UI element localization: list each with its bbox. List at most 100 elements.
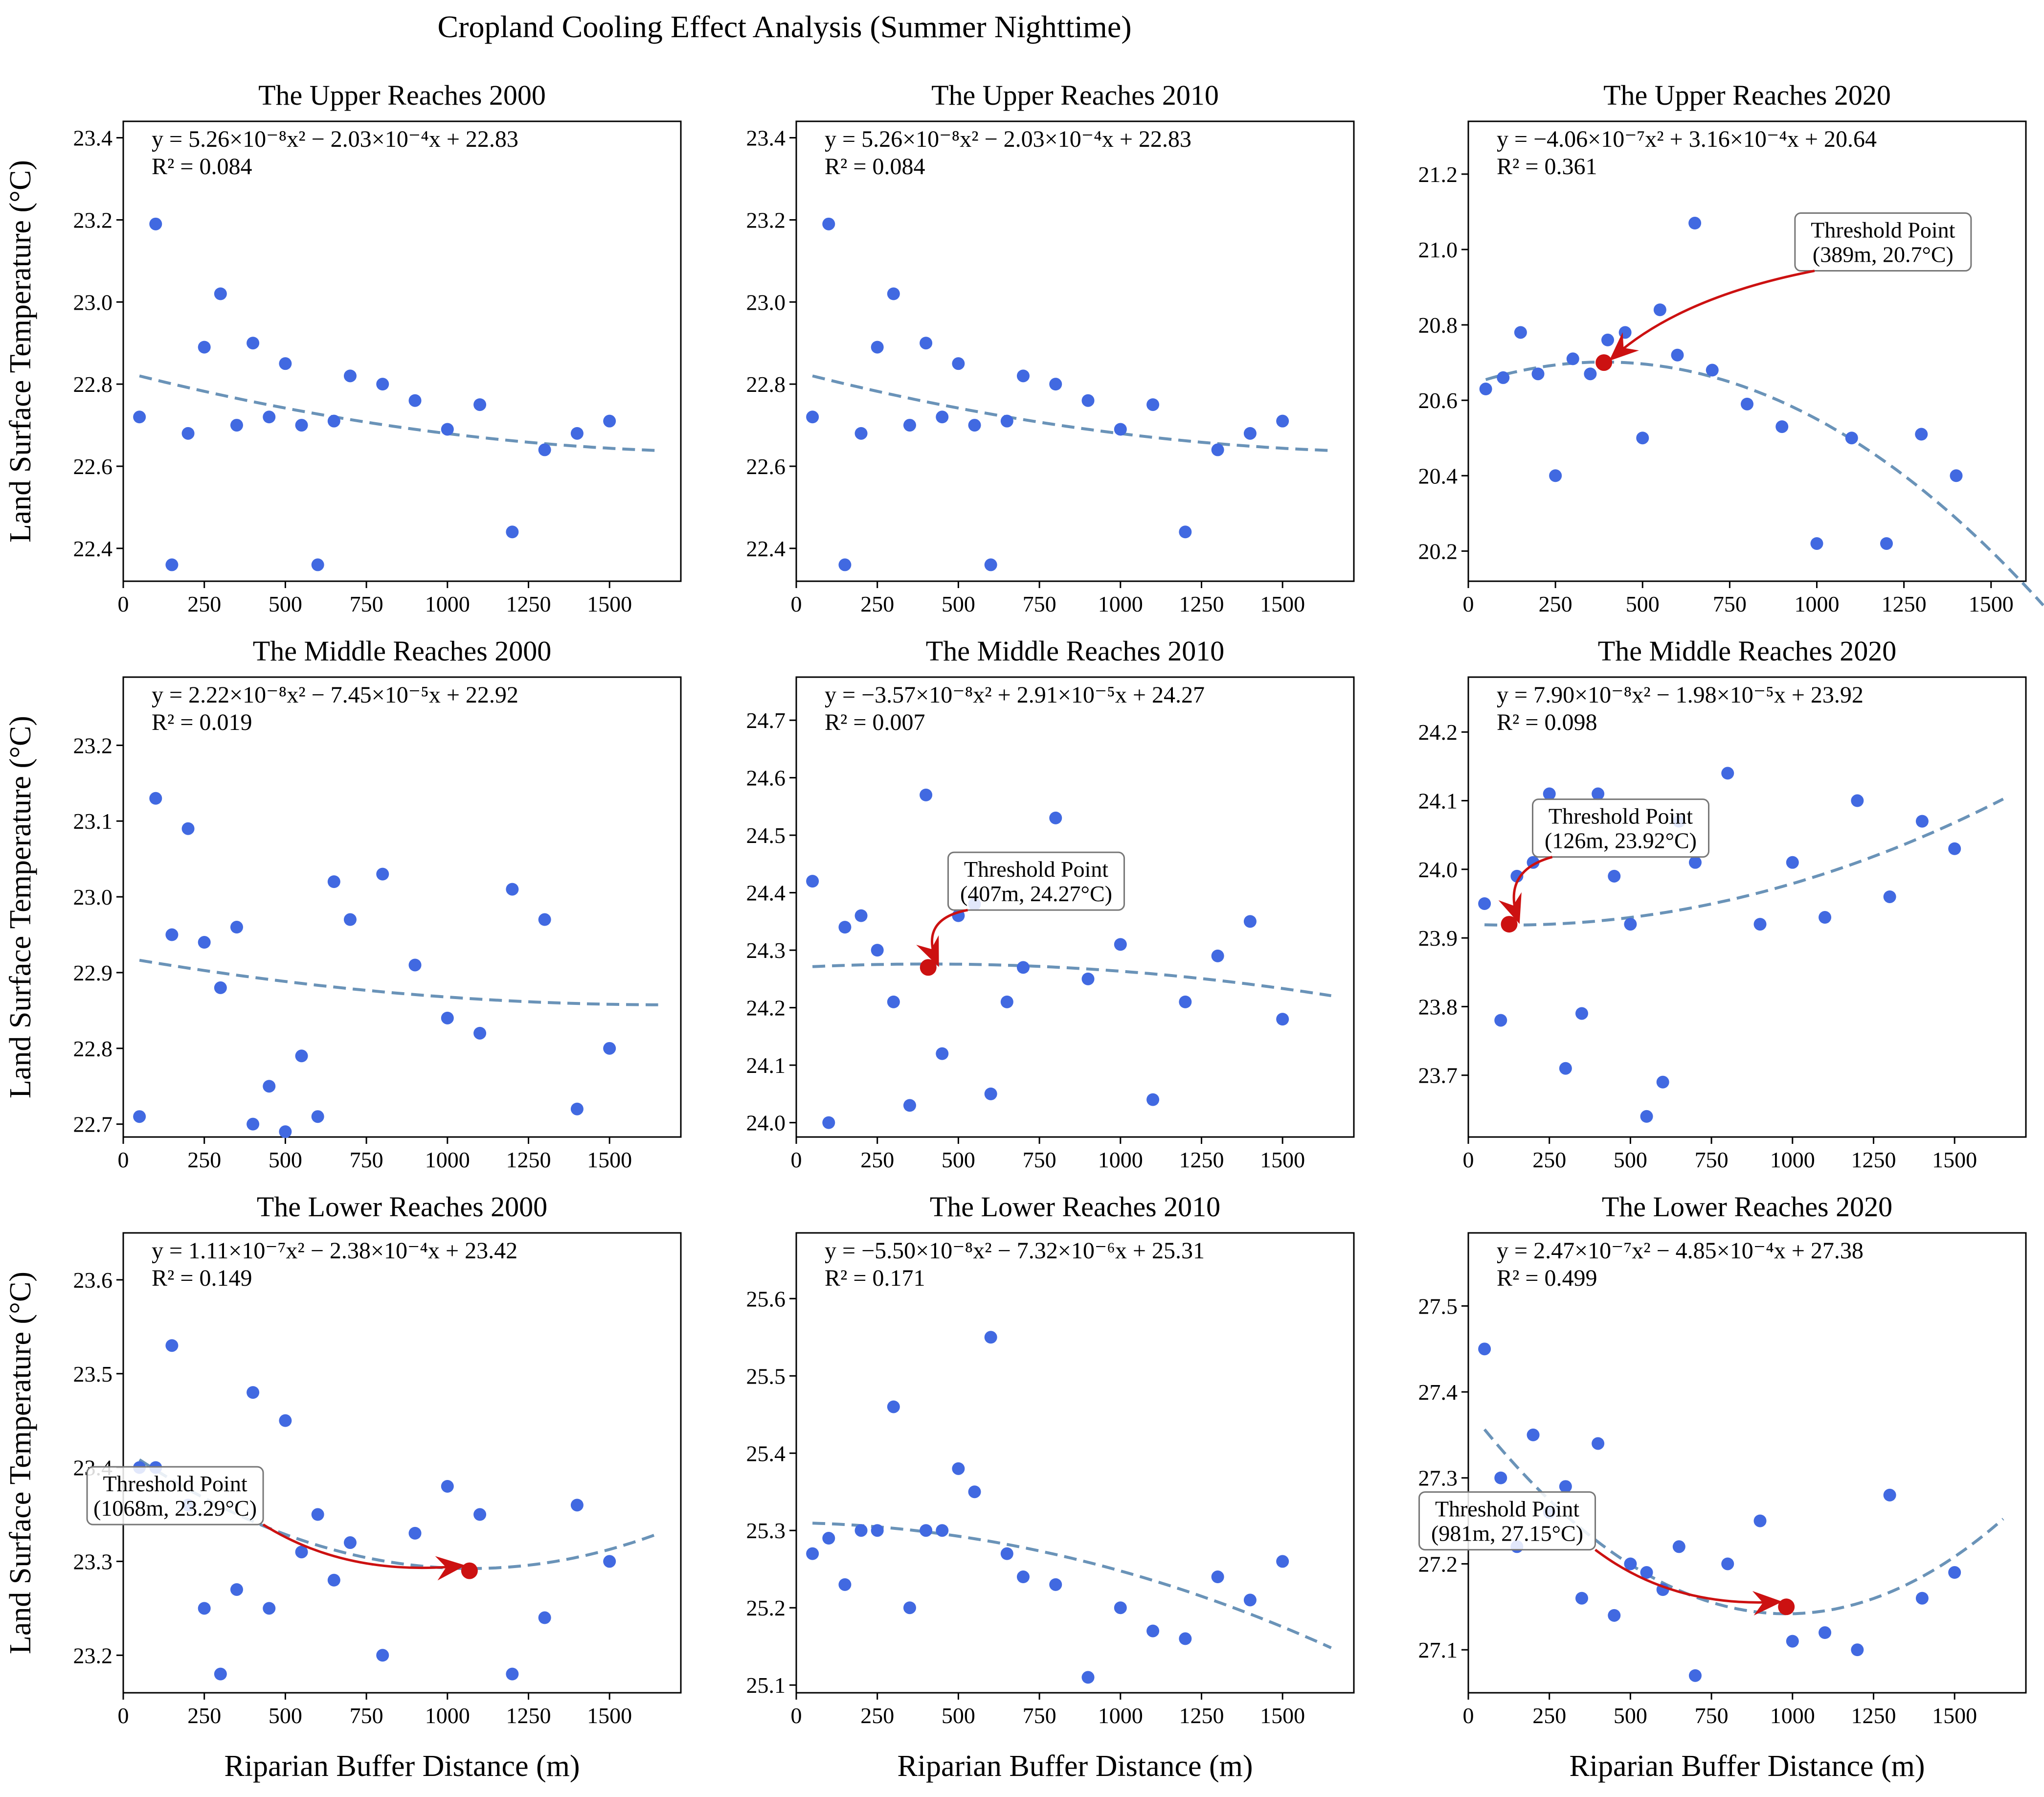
data-point — [1671, 348, 1684, 362]
data-point — [603, 1042, 616, 1055]
data-point — [214, 287, 227, 300]
data-point — [263, 1080, 276, 1093]
data-point — [903, 1099, 916, 1112]
data-point — [214, 1667, 227, 1681]
data-point — [230, 419, 243, 432]
data-point — [1243, 427, 1257, 440]
data-point — [1608, 869, 1621, 883]
x-tick-label: 0 — [118, 591, 129, 616]
data-point — [1016, 1570, 1030, 1584]
data-point — [1721, 767, 1734, 780]
x-tick-label: 1250 — [506, 1147, 551, 1172]
data-point — [311, 1508, 324, 1521]
x-tick-label: 1000 — [1795, 591, 1840, 616]
data-point — [1575, 1592, 1588, 1605]
data-point — [1653, 303, 1666, 317]
data-point — [343, 913, 357, 926]
x-tick-label: 750 — [1695, 1703, 1729, 1728]
threshold-value: (1068m, 23.29°C) — [93, 1496, 257, 1521]
subplot-4: The Middle Reaches 2000 0 250 500 750 1000 125… — [4, 635, 682, 1172]
y-tick-label: 23.2 — [73, 1643, 113, 1668]
y-tick-label: 23.5 — [73, 1362, 113, 1387]
data-point — [1624, 918, 1637, 931]
data-point — [838, 1578, 852, 1591]
x-tick-label: 500 — [942, 591, 975, 616]
data-point — [198, 1602, 211, 1615]
data-point — [887, 995, 900, 1008]
data-point — [263, 1602, 276, 1615]
data-point — [198, 936, 211, 949]
y-tick-label: 21.2 — [1418, 162, 1458, 187]
data-point — [214, 981, 227, 994]
data-point — [1584, 367, 1597, 381]
data-point — [1915, 428, 1928, 441]
x-tick-label: 0 — [791, 591, 802, 616]
r-squared: R² = 0.084 — [825, 154, 925, 180]
r-squared: R² = 0.019 — [152, 709, 252, 735]
data-point — [903, 419, 916, 432]
x-tick-label: 1500 — [1260, 1703, 1305, 1728]
data-point — [1608, 1609, 1621, 1622]
threshold-box — [1794, 212, 1972, 272]
data-point — [920, 788, 933, 801]
data-point — [920, 337, 933, 350]
data-point — [1114, 423, 1127, 436]
x-tick-label: 1250 — [1179, 591, 1224, 616]
x-tick-label: 250 — [187, 591, 221, 616]
y-tick-label: 22.8 — [73, 1036, 113, 1061]
data-point — [538, 913, 551, 926]
r-squared: R² = 0.084 — [152, 154, 252, 180]
data-point — [247, 337, 260, 350]
data-point — [295, 419, 308, 432]
data-point — [603, 414, 616, 428]
axes-frame — [795, 120, 1355, 582]
data-point — [149, 792, 162, 805]
axes-frame — [122, 676, 682, 1138]
data-point — [984, 1087, 997, 1100]
data-point — [441, 423, 454, 436]
y-tick-label: 25.5 — [746, 1364, 786, 1388]
y-tick-label: 25.2 — [746, 1595, 786, 1620]
data-point — [936, 1047, 949, 1060]
x-tick-label: 750 — [350, 591, 383, 616]
data-point — [854, 1524, 868, 1537]
x-tick-label: 500 — [269, 1147, 302, 1172]
data-point — [871, 1524, 884, 1537]
y-tick-label: 22.6 — [73, 454, 113, 479]
data-point — [376, 867, 389, 881]
x-tick-label: 750 — [350, 1147, 383, 1172]
data-point — [1179, 525, 1192, 539]
data-point — [1016, 369, 1030, 383]
x-tick-label: 250 — [1532, 1147, 1566, 1172]
data-point — [1081, 972, 1095, 985]
x-tick-label: 750 — [1023, 591, 1056, 616]
threshold-box — [1418, 1491, 1596, 1551]
data-point — [408, 958, 422, 972]
axes-frame — [795, 1232, 1355, 1694]
x-tick-label: 1250 — [1851, 1703, 1896, 1728]
fit-equation: y = −3.57×10⁻⁸x² + 2.91×10⁻⁵x + 24.27 — [825, 682, 1205, 708]
x-tick-label: 0 — [1463, 1703, 1474, 1728]
y-tick-label: 23.4 — [746, 126, 786, 151]
data-point — [1845, 432, 1858, 445]
data-point — [1276, 1555, 1289, 1568]
data-point — [871, 341, 884, 354]
data-point — [1688, 1669, 1702, 1682]
data-point — [968, 419, 981, 432]
r-squared: R² = 0.499 — [1497, 1265, 1597, 1291]
data-point — [327, 1573, 340, 1587]
y-axis-label: Land Surface Temperature (°C) — [4, 160, 37, 543]
x-tick-label: 1500 — [587, 591, 632, 616]
data-point — [1640, 1110, 1653, 1123]
axes-frame — [1467, 1232, 2027, 1694]
y-tick-label: 24.7 — [746, 708, 786, 733]
data-point — [181, 822, 195, 835]
data-point — [376, 378, 389, 391]
data-point — [806, 1547, 819, 1560]
axes-frame — [795, 676, 1355, 1138]
subplot-title: The Middle Reaches 2000 — [253, 635, 551, 667]
data-point — [1559, 1480, 1572, 1493]
y-tick-label: 24.4 — [746, 881, 786, 906]
data-point — [506, 883, 519, 896]
y-tick-label: 23.1 — [73, 809, 113, 834]
